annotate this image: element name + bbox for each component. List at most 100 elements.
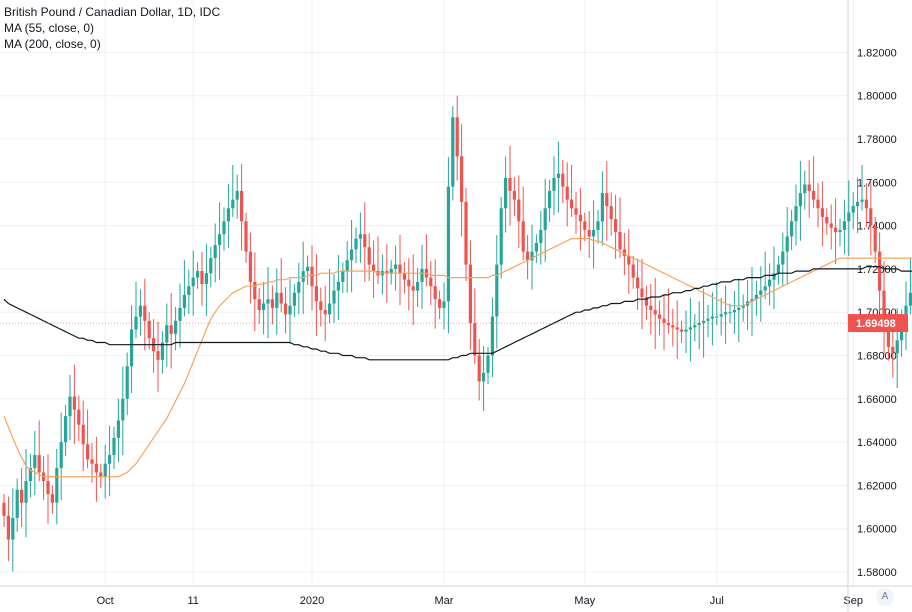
candle-body: [473, 323, 477, 356]
x-tick-label: 2020: [300, 595, 324, 607]
candle-body: [446, 186, 450, 302]
candle-body: [2, 502, 6, 516]
candle: [33, 430, 37, 495]
candle-body: [829, 223, 833, 228]
candle-body: [781, 251, 785, 265]
candle: [548, 179, 552, 223]
candle: [398, 235, 402, 306]
candle: [213, 223, 217, 283]
candle-body: [570, 199, 574, 209]
candle: [732, 290, 736, 334]
candle: [226, 184, 230, 249]
candle-body: [609, 206, 613, 220]
candle-body: [785, 236, 789, 252]
candle: [671, 308, 675, 347]
candle: [534, 234, 538, 263]
candle: [165, 303, 169, 367]
candle: [477, 339, 481, 401]
candle-body: [662, 318, 666, 324]
x-axis: Oct 11 2020 Mar May Jul Sep: [97, 595, 863, 607]
candle-body: [627, 255, 631, 265]
candle-body: [336, 281, 340, 291]
candle-body: [886, 323, 890, 347]
candle-body: [191, 277, 195, 287]
candle: [187, 269, 191, 314]
candle: [424, 234, 428, 287]
candle: [499, 197, 503, 279]
candle-body: [592, 229, 596, 237]
candle-body: [319, 301, 323, 311]
candle: [332, 274, 336, 323]
candle: [182, 260, 186, 317]
candle: [147, 312, 151, 350]
candle: [420, 244, 424, 309]
candle: [15, 478, 19, 532]
candle: [565, 162, 569, 227]
candle-body: [891, 346, 895, 354]
candle-body: [77, 409, 81, 425]
candle: [794, 184, 798, 246]
candle: [781, 232, 785, 287]
candle-body: [842, 221, 846, 230]
candle-body: [724, 312, 728, 315]
candle-body: [680, 329, 684, 332]
candle: [103, 444, 107, 499]
candle-body: [33, 455, 37, 469]
candle: [86, 409, 90, 469]
candle: [152, 319, 156, 373]
candle: [446, 157, 450, 334]
candle: [746, 279, 750, 330]
candle: [851, 192, 855, 230]
candle-body: [292, 292, 296, 306]
candle: [270, 285, 274, 325]
candle: [341, 262, 345, 294]
candle-body: [6, 515, 10, 540]
candle: [710, 292, 714, 346]
candle-body: [693, 325, 697, 328]
candle: [323, 285, 327, 342]
candle-body: [314, 286, 318, 302]
candle-body: [323, 310, 327, 315]
candle: [737, 278, 741, 343]
candle: [143, 278, 147, 351]
candle-body: [543, 208, 547, 230]
candle: [504, 156, 508, 233]
candle-body: [116, 420, 120, 438]
candle: [605, 161, 609, 241]
candle-body: [68, 396, 72, 417]
candle: [882, 261, 886, 356]
candle: [108, 425, 112, 496]
candle-body: [768, 279, 772, 287]
candle: [99, 463, 103, 488]
candle-body: [354, 238, 358, 250]
candle: [812, 156, 816, 209]
candle: [468, 240, 472, 350]
candles: [2, 95, 912, 572]
candle: [816, 183, 820, 228]
candle-body: [798, 193, 802, 207]
candle-body: [160, 342, 164, 360]
candle-body: [675, 327, 679, 330]
candle-body: [15, 489, 19, 518]
x-tick-label: Jul: [710, 595, 724, 607]
candle: [908, 258, 912, 315]
auto-scale-button[interactable]: A: [876, 588, 894, 606]
candle-body: [332, 290, 336, 304]
candle: [860, 164, 864, 211]
candle: [257, 287, 261, 324]
candle: [873, 216, 877, 263]
candle-body: [270, 299, 274, 308]
candle-body: [143, 305, 147, 321]
candle-body: [169, 325, 173, 334]
candle: [864, 183, 868, 228]
y-tick-label: 1.62000: [857, 480, 897, 492]
candle: [218, 202, 222, 280]
candle-body: [517, 199, 521, 222]
candle-body: [156, 351, 160, 360]
candle-body: [112, 437, 116, 456]
candle-body: [125, 366, 129, 399]
candle: [429, 261, 433, 306]
last-price-text: 1.69498: [856, 318, 896, 330]
candle: [72, 364, 76, 445]
